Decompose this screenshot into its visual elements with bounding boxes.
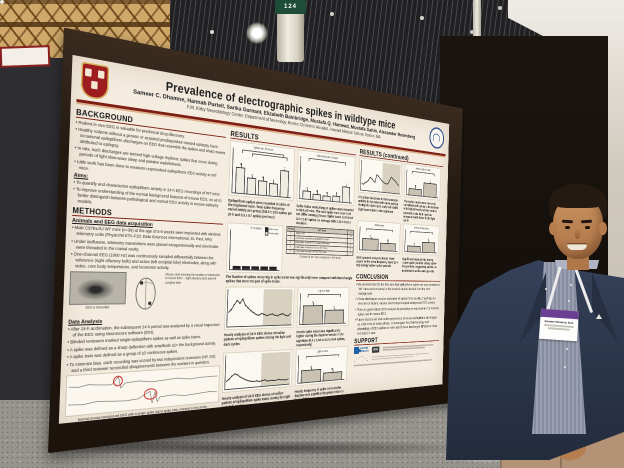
stacked-bar xyxy=(269,267,276,270)
hyperactivity-chart: Activity during spikes xyxy=(402,224,439,256)
bullet-item: One-channel EEG (1000 Hz) was continuous… xyxy=(70,251,222,271)
presenter-hair-fringe xyxy=(553,192,603,208)
bar xyxy=(247,177,257,194)
autism-speaks-logo: AUTISM SPEAKS xyxy=(354,346,369,354)
delta-power-chart: Delta power xyxy=(357,220,401,254)
ceiling-lamp-glow xyxy=(246,22,268,44)
bar xyxy=(380,243,396,252)
bar xyxy=(303,305,324,324)
presenter-smile xyxy=(567,243,587,250)
light-dark-trains-chart: Light vs dark xyxy=(295,346,348,387)
nih-logo: NIH xyxy=(372,346,379,352)
bullet-item: These discharges may be indicative of ep… xyxy=(355,297,440,307)
hourly-trains-line-chart xyxy=(222,349,293,393)
methods-bullets-1: Male C57BL/6J WT mice (n=36) at the age … xyxy=(70,225,223,272)
bar xyxy=(362,238,379,250)
results-caption-5: Hourly spike count was significantly hig… xyxy=(296,328,348,347)
harvard-crest-icon xyxy=(80,61,109,100)
bar xyxy=(423,183,436,197)
results-caption-1: Epileptiform spikes were recorded in 100… xyxy=(228,198,293,220)
puzzle-piece-icon xyxy=(354,347,359,354)
presenter-eye-right xyxy=(585,226,590,229)
chart-legend: Spike trains Single spikes xyxy=(265,227,280,236)
bar xyxy=(258,180,268,195)
bar xyxy=(235,167,245,193)
results2-caption-c: EEG spectral analysis shows lower power … xyxy=(356,255,399,268)
bullet-item: Future studies will look at the prevalen… xyxy=(354,316,439,337)
bullet-item: We demonstrate for the first time that e… xyxy=(356,282,441,296)
ceiling-lights xyxy=(0,0,4,4)
dotted-arc-logo xyxy=(354,355,369,364)
cohort-table-figure: Group WT mice n 1 Naive C57 12 2 Littermate con… xyxy=(286,226,354,260)
spikes-bar-chart: Spikes per 24 hours xyxy=(228,140,294,201)
bar xyxy=(407,246,421,253)
mouse-skull-diagram xyxy=(129,272,161,316)
presenter-eye-left xyxy=(565,226,570,229)
light-dark-spikes-chart: Light vs dark xyxy=(297,287,350,328)
bar xyxy=(342,186,350,202)
badge-header-band xyxy=(541,309,579,320)
section-conclusion: CONCLUSION xyxy=(356,273,441,281)
results-caption-4: Hourly analysis of 24-h EEG shows circad… xyxy=(224,330,294,346)
stacked-bar-chart: % of spikes Spike trains Single spikes xyxy=(226,222,283,273)
stacked-bar xyxy=(233,266,241,270)
conference-photo: 124 Prevalence of electrographic spikes … xyxy=(0,0,624,468)
presenter-ear-right xyxy=(599,222,607,235)
locomotion-line-chart xyxy=(358,157,402,196)
hourly-spikes-line-chart xyxy=(224,286,295,330)
bar xyxy=(301,369,322,383)
bar xyxy=(409,188,423,196)
hospital-logo-icon xyxy=(429,126,444,150)
conference-badge: Sameer Dhamne, M.S. xyxy=(539,309,579,342)
aisle-sign: 124 xyxy=(275,0,306,14)
chart-title: Light vs dark xyxy=(300,289,347,292)
conclusion-bullets: We demonstrate for the first time that e… xyxy=(354,282,440,336)
results-caption-3: The fraction of spikes occurring in spik… xyxy=(226,275,353,285)
stacked-bar xyxy=(260,267,267,271)
spike-trains-bar-chart: Spike trains per 24 hours xyxy=(297,149,356,206)
bar xyxy=(422,242,435,253)
bar xyxy=(324,310,344,323)
skull-caption: Mouse skull showing the location of elec… xyxy=(165,273,221,285)
bar xyxy=(279,170,289,197)
presenter-ear-left xyxy=(549,222,557,235)
bar xyxy=(313,194,321,200)
bar xyxy=(302,191,311,199)
results-caption-2: Spike trains containing ≥3 spikes were r… xyxy=(296,204,354,229)
bar xyxy=(269,183,278,196)
stacked-bar xyxy=(242,266,250,270)
activity-light-dark-chart: Activity: light vs dark xyxy=(404,163,441,200)
aisle-sign-label: 124 xyxy=(284,4,297,10)
results2-caption-a: Circadian variations in the locomotor ac… xyxy=(358,195,401,214)
stacked-bar xyxy=(251,266,259,270)
bar xyxy=(332,196,340,202)
presenter-nose xyxy=(575,228,580,239)
results2-caption-d: Significant hyperactivity during 'active… xyxy=(402,257,439,273)
bar xyxy=(322,195,330,200)
transmitter-figure: EEG to transmitter xyxy=(69,271,127,310)
red-framed-sign xyxy=(0,45,50,68)
bar xyxy=(323,371,343,381)
eeg-transmitter-label: EEG to transmitter xyxy=(69,305,126,310)
results2-caption-b: The spike counts were inversely correlat… xyxy=(403,199,440,225)
